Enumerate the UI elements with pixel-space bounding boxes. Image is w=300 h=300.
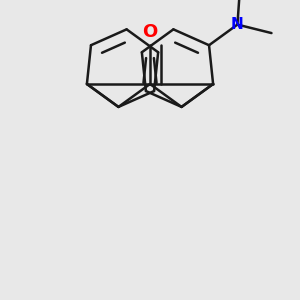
Text: O: O — [142, 23, 158, 41]
Text: N: N — [231, 17, 244, 32]
